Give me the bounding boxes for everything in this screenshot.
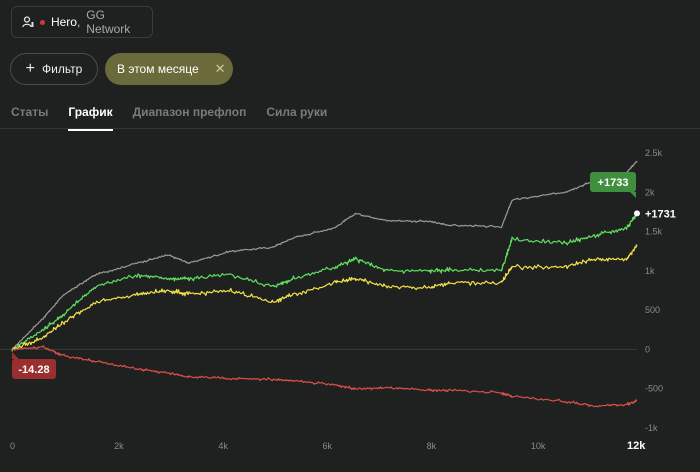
x-tick-label: 10k xyxy=(531,441,546,451)
x-tick-label: 0 xyxy=(10,441,15,451)
y-tick-label: -500 xyxy=(645,384,663,394)
profit-badge-tail xyxy=(630,192,636,198)
last-value-label: +1731 xyxy=(645,208,676,220)
tab-bar: Статы График Диапазон префлоп Сила руки xyxy=(11,105,327,131)
player-network: GG Network xyxy=(86,8,131,36)
loss-badge: -14.28 xyxy=(18,364,49,376)
player-separator: , xyxy=(76,15,81,29)
series-line-gray xyxy=(11,160,638,350)
y-tick-label: 1.5k xyxy=(645,227,663,237)
tabs-divider xyxy=(0,128,700,129)
x-tick-label: 2k xyxy=(114,441,124,451)
y-tick-label: 2k xyxy=(645,187,655,197)
profit-chart: 2.5k 2k 1.5k 1k 500 0 -500 -1k 0 2k 4k 6k 8k 10k 12k +1… xyxy=(0,148,676,452)
this-month-filter-chip[interactable]: В этом месяце ✕ xyxy=(105,53,233,85)
y-tick-label: 500 xyxy=(645,305,660,315)
series-line-yellow xyxy=(11,244,638,351)
player-selector[interactable]: Hero , GG Network xyxy=(11,6,153,38)
series-line-green xyxy=(11,212,638,352)
profit-badge: +1733 xyxy=(598,177,629,189)
tab-3[interactable]: Сила руки xyxy=(266,105,328,119)
player-name: Hero xyxy=(50,15,77,29)
filter-label: Фильтр xyxy=(42,62,83,76)
month-chip-label: В этом месяце xyxy=(117,62,199,76)
y-tick-label: 0 xyxy=(645,344,650,354)
loss-badge-tail xyxy=(12,352,19,359)
series-end-marker xyxy=(634,210,640,217)
tab-1[interactable]: График xyxy=(68,105,113,131)
tab-2[interactable]: Диапазон префлоп xyxy=(132,105,247,119)
y-tick-label: 2.5k xyxy=(645,148,663,158)
plus-icon: + xyxy=(25,60,36,77)
series-line-red xyxy=(12,345,638,408)
tab-0[interactable]: Статы xyxy=(11,105,49,119)
filter-button[interactable]: + Фильтр xyxy=(10,53,98,85)
x-tick-label: 8k xyxy=(427,441,437,451)
close-icon[interactable]: ✕ xyxy=(214,61,226,76)
x-tick-label: 6k xyxy=(323,441,333,451)
profit-badge-bg xyxy=(590,172,636,192)
network-status-dot xyxy=(39,19,45,25)
y-tick-label: -1k xyxy=(645,423,658,433)
x-tick-label: 12k xyxy=(627,440,646,452)
y-tick-label: 1k xyxy=(645,266,655,276)
x-tick-label: 4k xyxy=(218,441,228,451)
user-icon xyxy=(22,16,34,28)
loss-badge-bg xyxy=(12,359,56,379)
